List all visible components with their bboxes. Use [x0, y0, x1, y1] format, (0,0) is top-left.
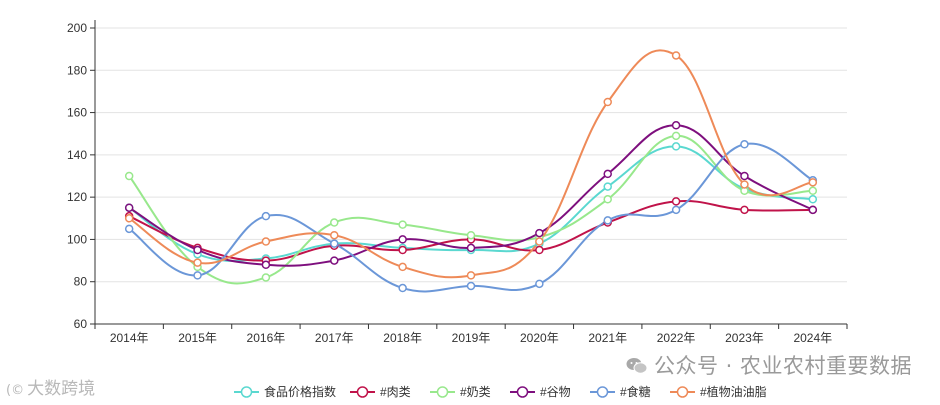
data-point: [808, 186, 818, 196]
data-point: [330, 239, 339, 248]
data-point: [740, 171, 749, 181]
data-point: [398, 262, 407, 272]
x-tick-label: 2019年: [452, 331, 491, 345]
legend-label: #谷物: [540, 385, 571, 399]
data-point: [330, 230, 339, 240]
data-point: [261, 260, 271, 270]
data-point: [330, 218, 339, 227]
grid-lines: [95, 27, 847, 283]
data-point: [466, 243, 476, 253]
series-lines: [128, 49, 814, 293]
legend-item: #谷物: [510, 385, 571, 399]
y-tick-label: 160: [67, 106, 87, 120]
legend: 食品价格指数 #肉类 #奶类 #谷物 #食糖 #植物油油脂: [234, 384, 767, 399]
data-point: [535, 228, 544, 238]
data-point: [535, 237, 544, 246]
data-point: [603, 182, 612, 191]
data-point: [124, 214, 134, 223]
data-point: [330, 256, 339, 265]
data-point: [603, 216, 612, 225]
x-tick-label: 2020年: [520, 331, 559, 345]
y-tick-label: 140: [67, 148, 87, 162]
x-tick-label: 2017年: [315, 331, 354, 345]
x-tick-label: 2021年: [588, 331, 627, 345]
x-tick-label: 2022年: [657, 331, 696, 345]
legend-swatch-marker: [240, 386, 253, 398]
watermark-main-text: 公众号 · 农业农村重要数据: [653, 354, 912, 378]
y-tick-label: 180: [67, 63, 87, 77]
y-tick-label: 100: [67, 232, 87, 246]
y-tick-label: 120: [67, 190, 87, 204]
axes: 60 80 100 120 140 160 180 200 2014年 2015年 2016年 201…: [67, 20, 848, 345]
legend-item: #食糖: [590, 384, 651, 399]
data-point: [193, 271, 202, 280]
data-point: [193, 245, 202, 255]
data-point: [261, 211, 271, 221]
x-tick-label: 2014年: [110, 331, 149, 345]
data-point: [808, 205, 818, 215]
data-point: [193, 258, 202, 267]
legend-item: #肉类: [350, 385, 411, 399]
data-point: [535, 245, 544, 255]
data-point: [535, 279, 544, 289]
data-point: [740, 180, 749, 189]
legend-label: 食品价格指数: [264, 384, 336, 399]
wechat-icon: [626, 358, 648, 374]
legend-label: #食糖: [620, 384, 651, 399]
legend-item: #奶类: [430, 385, 491, 399]
data-point: [808, 178, 818, 187]
data-point: [466, 281, 476, 291]
data-point: [398, 235, 407, 244]
legend-swatch-marker: [436, 386, 449, 398]
data-point: [261, 273, 271, 282]
data-point: [261, 237, 271, 246]
data-point: [603, 169, 612, 179]
data-point: [671, 205, 681, 215]
y-tick-label: 80: [74, 275, 88, 289]
data-point: [671, 197, 681, 206]
data-point: [124, 224, 134, 234]
legend-swatch-marker: [516, 386, 529, 398]
data-point: [671, 51, 681, 60]
data-point: [671, 131, 681, 141]
x-tick-label: 2018年: [383, 331, 422, 345]
watermark-corner: (© 大数跨境: [6, 374, 95, 399]
x-tick-label: 2024年: [793, 331, 832, 345]
legend-label: #肉类: [380, 385, 411, 399]
data-point: [603, 97, 612, 107]
legend-swatch-marker: [356, 386, 369, 398]
data-point: [124, 203, 134, 212]
data-point: [671, 142, 681, 151]
series-points: [124, 51, 818, 293]
data-point: [671, 121, 681, 130]
legend-swatch-marker: [676, 386, 689, 398]
watermark-corner-mark: (©: [6, 383, 25, 398]
watermark-corner-text: 大数跨境: [27, 379, 96, 399]
x-tick-label: 2016年: [247, 331, 286, 345]
legend-item: 食品价格指数: [234, 384, 336, 399]
y-tick-label: 200: [67, 21, 87, 35]
data-point: [124, 171, 134, 181]
data-point: [398, 220, 407, 229]
x-tick-label: 2023年: [725, 331, 764, 345]
data-point: [808, 195, 818, 204]
data-point: [603, 195, 612, 204]
series-line: [128, 142, 814, 293]
legend-label: #奶类: [460, 385, 491, 399]
data-point: [740, 205, 749, 215]
data-point: [398, 245, 407, 255]
data-point: [466, 271, 476, 280]
y-tick-label: 60: [74, 317, 88, 331]
x-tick-label: 2015年: [178, 331, 217, 345]
watermark-main: 公众号 · 农业农村重要数据: [626, 350, 912, 380]
legend-label: #植物油油脂: [700, 384, 767, 399]
data-point: [740, 140, 749, 149]
legend-item: #植物油油脂: [670, 384, 767, 399]
legend-swatch-marker: [596, 386, 609, 398]
data-point: [466, 230, 476, 240]
series-line: [128, 49, 813, 279]
data-point: [398, 283, 407, 293]
